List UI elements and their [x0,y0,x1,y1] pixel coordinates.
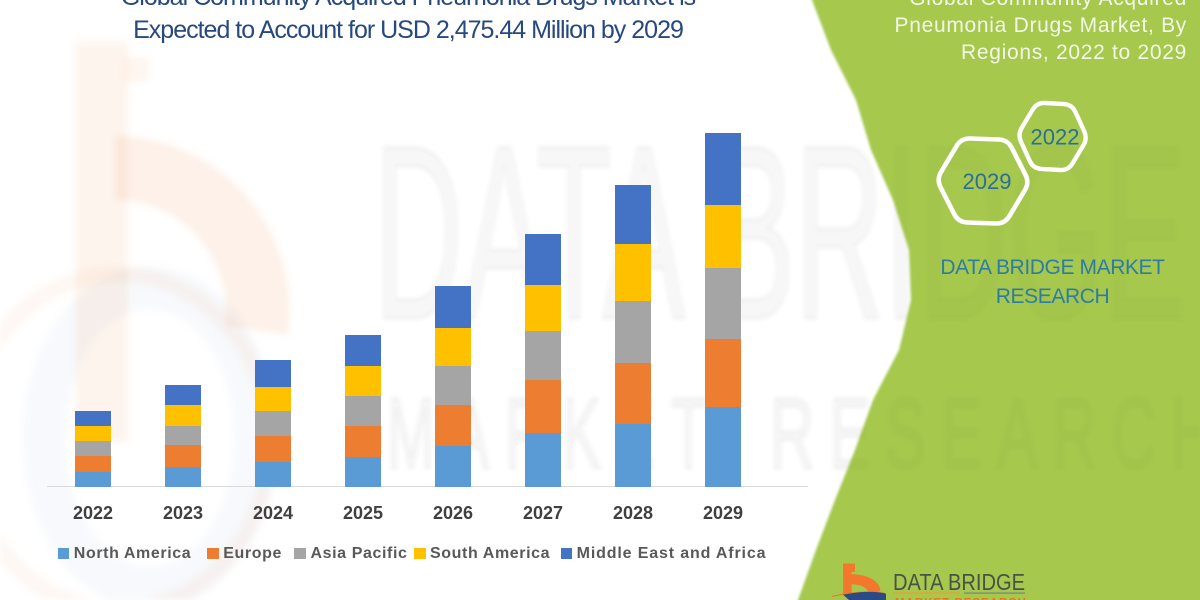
svg-text:DATA BRIDGE: DATA BRIDGE [893,569,1025,595]
svg-text:MARKET RESEARCH: MARKET RESEARCH [895,598,1027,600]
svg-text:2022: 2022 [1031,125,1080,150]
svg-text:2029: 2029 [963,169,1012,194]
